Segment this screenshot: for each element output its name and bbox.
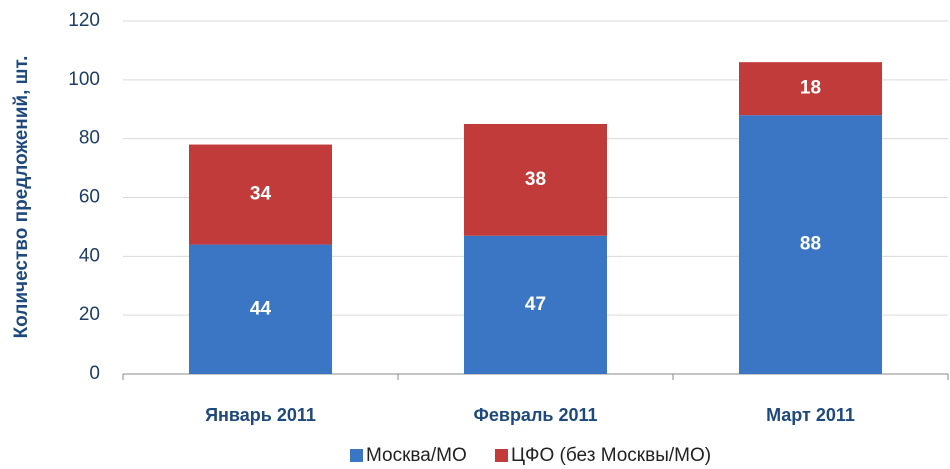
data-label: 34 <box>250 184 272 205</box>
y-tick-label: 0 <box>89 363 100 384</box>
x-tick-label: Март 2011 <box>766 405 855 425</box>
legend-label: ЦФО (без Москвы/МО) <box>511 445 711 466</box>
y-tick-label: 120 <box>68 10 100 31</box>
legend-label: Москва/МО <box>366 445 467 466</box>
data-label: 38 <box>525 169 546 190</box>
y-tick-label: 40 <box>79 245 100 266</box>
bar-segment <box>189 244 332 374</box>
y-tick-label: 20 <box>79 304 100 325</box>
x-tick-label: Февраль 2011 <box>474 405 598 425</box>
legend-swatch <box>495 449 508 462</box>
data-label: 88 <box>800 234 821 255</box>
bar-segment <box>739 62 882 116</box>
legend-swatch <box>350 449 363 462</box>
y-tick-label: 80 <box>79 128 100 149</box>
data-label: 18 <box>800 78 821 99</box>
bar-segment <box>464 235 607 374</box>
y-axis-title: Количество предложений, шт. <box>11 56 32 339</box>
y-tick-label: 60 <box>79 187 100 208</box>
data-label: 47 <box>525 294 546 315</box>
x-tick-label: Январь 2011 <box>205 405 316 425</box>
bar-segment <box>464 123 607 236</box>
y-tick-label: 100 <box>68 69 100 90</box>
bar-segment <box>189 144 332 245</box>
data-label: 44 <box>250 298 272 319</box>
bar-segment <box>739 115 882 374</box>
